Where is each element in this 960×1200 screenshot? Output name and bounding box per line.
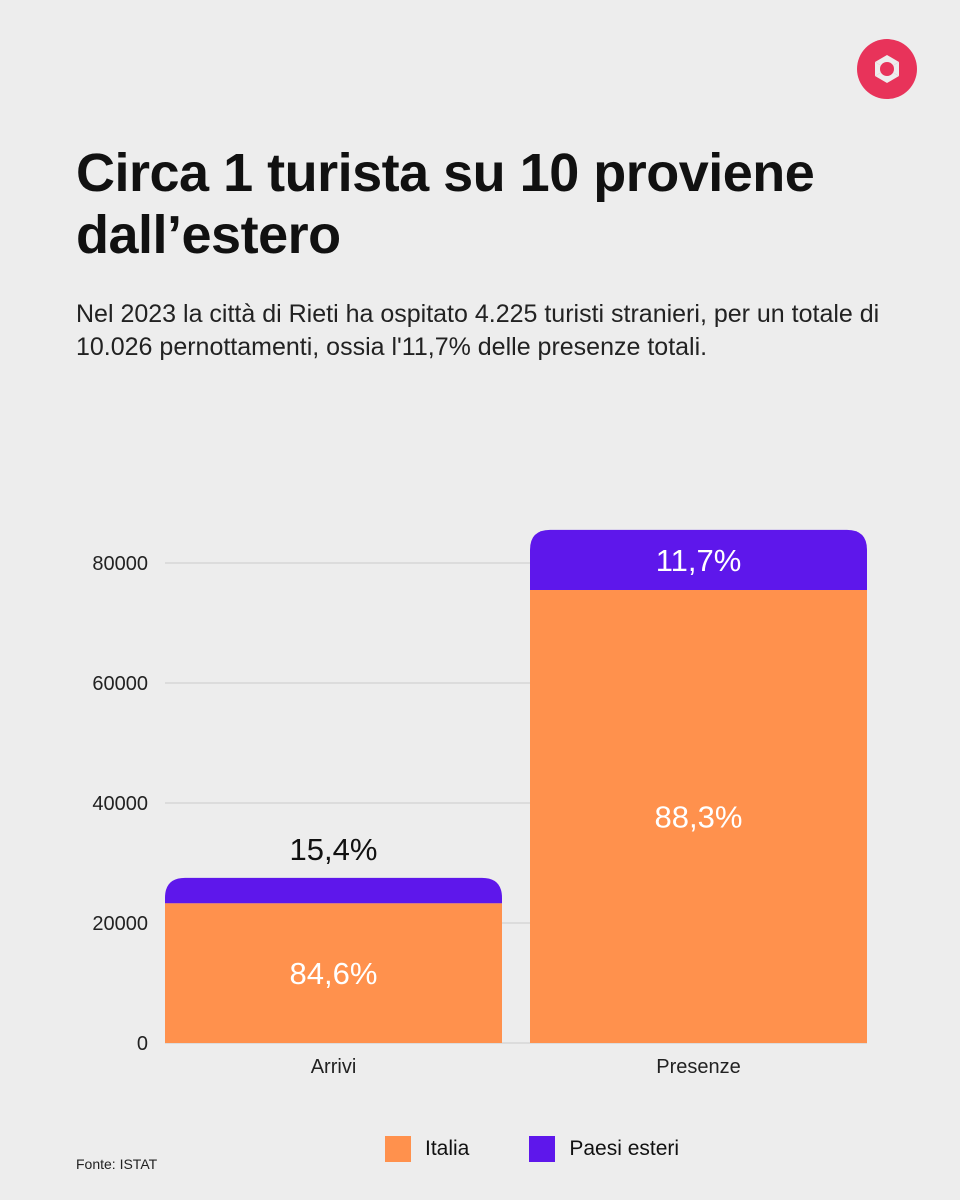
y-tick-label: 20000 [92,913,148,935]
legend-item-italia: Italia [385,1136,469,1162]
bar-presenze-italia [530,590,867,1043]
data-label: 11,7% [656,543,742,578]
y-tick-label: 0 [137,1033,148,1055]
bar-presenze-paesi-esteri [530,529,867,590]
bar-arrivi-italia [165,903,502,1043]
bar-arrivi-paesi-esteri [165,877,502,904]
data-label: 84,6% [290,956,378,991]
brand-logo-icon [857,39,917,99]
y-tick-label: 80000 [92,553,148,575]
data-label: 15,4% [290,832,378,867]
source-note: Fonte: ISTAT [76,1156,158,1172]
legend-swatch-paesi-esteri [529,1136,556,1162]
data-label: 88,3% [655,800,743,835]
chart-legend: Italia Paesi esteri [385,1136,679,1162]
page-subtitle: Nel 2023 la città di Rieti ha ospitato 4… [76,300,880,361]
page-title: Circa 1 turista su 10 proviene dall’este… [76,143,815,265]
x-tick-label: Arrivi [311,1056,357,1078]
legend-label-paesi-esteri: Paesi esteri [569,1137,680,1160]
y-tick-label: 40000 [92,793,148,815]
y-tick-label: 60000 [92,673,148,695]
legend-item-paesi-esteri: Paesi esteri [529,1136,679,1162]
x-tick-label: Presenze [656,1056,741,1078]
legend-swatch-italia [385,1136,411,1162]
legend-label-italia: Italia [425,1137,470,1160]
